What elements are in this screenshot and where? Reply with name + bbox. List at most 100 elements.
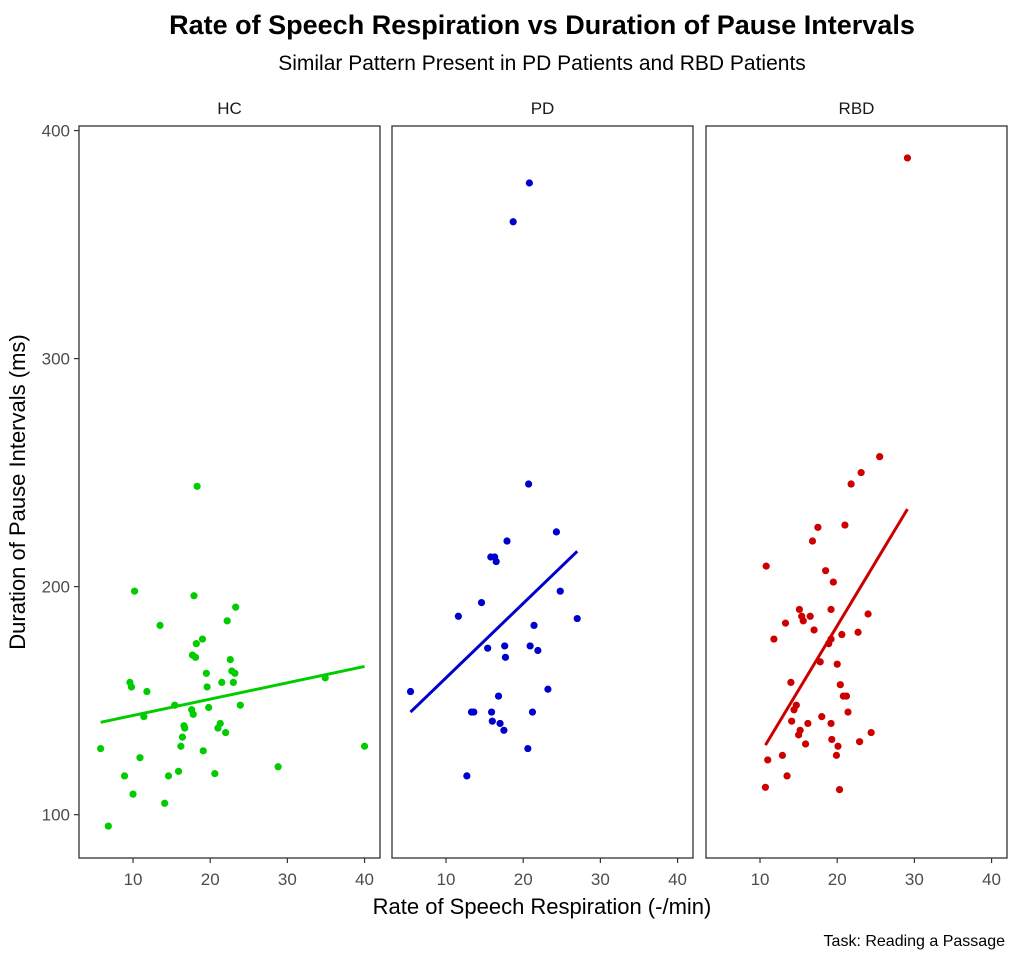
x-tick-label: 30: [591, 870, 610, 889]
x-tick-label: 10: [751, 870, 770, 889]
data-point: [501, 653, 510, 661]
data-point: [274, 763, 282, 771]
data-point: [822, 567, 830, 575]
data-point: [360, 742, 369, 750]
x-tick-label: 10: [124, 870, 143, 889]
data-point: [231, 669, 239, 677]
data-point: [857, 469, 865, 477]
data-point: [487, 708, 496, 716]
data-point: [836, 681, 844, 689]
data-point: [463, 772, 471, 780]
data-point: [530, 621, 538, 630]
data-point: [199, 747, 207, 755]
data-point: [232, 603, 240, 611]
data-point: [174, 767, 183, 775]
panel-rbd: RBD 10 20 30 40: [705, 99, 1008, 889]
data-point: [787, 678, 795, 687]
data-point: [216, 719, 224, 728]
data-point: [804, 719, 812, 728]
y-tick-label: 400: [42, 122, 70, 141]
x-tick-label: 40: [355, 870, 374, 889]
data-point: [198, 635, 207, 643]
data-point: [801, 740, 810, 748]
data-point: [161, 799, 169, 807]
data-point: [178, 733, 187, 741]
trend-line: [100, 664, 365, 724]
data-point: [203, 683, 211, 691]
data-point: [847, 480, 855, 488]
data-point: [827, 719, 835, 728]
data-point: [834, 742, 842, 750]
data-point: [573, 614, 581, 623]
x-tick-label: 10: [437, 870, 456, 889]
panel-hc: HC 10 20 30 40 100 200 300 400: [42, 99, 381, 889]
strip-label-rbd: RBD: [839, 99, 875, 118]
data-point: [488, 717, 496, 725]
data-point: [127, 683, 136, 691]
data-point: [211, 770, 219, 778]
data-point: [218, 678, 226, 687]
data-point: [770, 635, 778, 643]
facet-panels: HC 10 20 30 40 100 200 300 400 PD 10 20 30 40 RBD 10 20 3…: [42, 99, 1008, 889]
data-point: [222, 728, 230, 737]
x-tick-label: 30: [278, 870, 297, 889]
data-point: [762, 562, 770, 570]
data-point: [761, 783, 770, 791]
data-point: [226, 656, 234, 664]
data-point: [205, 703, 213, 712]
data-point: [164, 772, 173, 780]
data-point: [229, 678, 237, 687]
data-point: [827, 605, 835, 614]
data-point: [454, 612, 462, 620]
panel-frame: [78, 125, 381, 859]
data-point: [781, 619, 790, 627]
data-point: [190, 592, 198, 600]
data-point: [177, 742, 185, 750]
x-tick-label: 20: [828, 870, 847, 889]
data-point: [528, 708, 537, 716]
data-point: [503, 537, 511, 545]
data-point: [806, 612, 814, 620]
data-point: [104, 822, 112, 830]
y-axis-title: Duration of Pause Intervals (ms): [5, 334, 30, 649]
data-point: [501, 642, 509, 650]
x-tick-label: 20: [514, 870, 533, 889]
data-point: [844, 708, 852, 716]
x-tick-label: 20: [201, 870, 220, 889]
data-point: [525, 480, 533, 488]
data-point: [97, 744, 105, 753]
data-point: [792, 701, 800, 709]
data-point: [492, 557, 500, 566]
x-tick-label: 30: [905, 870, 924, 889]
data-point: [484, 644, 492, 652]
data-point: [470, 708, 478, 716]
data-point: [524, 744, 532, 753]
data-point: [796, 726, 804, 734]
data-point: [181, 724, 189, 732]
data-point: [828, 735, 836, 744]
data-point: [509, 218, 517, 226]
data-point: [867, 728, 875, 737]
data-point: [788, 717, 796, 725]
data-point: [552, 528, 560, 536]
data-point: [496, 719, 504, 728]
data-point: [841, 521, 849, 529]
y-tick-label: 300: [42, 350, 70, 369]
data-point: [835, 785, 844, 794]
data-point: [202, 669, 210, 677]
data-point: [838, 630, 846, 639]
x-axis-title: Rate of Speech Respiration (-/min): [373, 894, 712, 919]
y-tick-label: 200: [42, 578, 70, 597]
data-point: [189, 710, 197, 718]
data-point: [534, 646, 542, 655]
data-point: [477, 598, 486, 607]
data-point: [764, 756, 772, 764]
data-point: [192, 640, 200, 648]
panel-pd: PD 10 20 30 40: [391, 99, 694, 889]
data-point: [833, 660, 841, 668]
data-point: [556, 587, 564, 595]
data-point: [494, 692, 503, 700]
data-point: [130, 587, 139, 595]
panel-frame: [391, 125, 694, 859]
